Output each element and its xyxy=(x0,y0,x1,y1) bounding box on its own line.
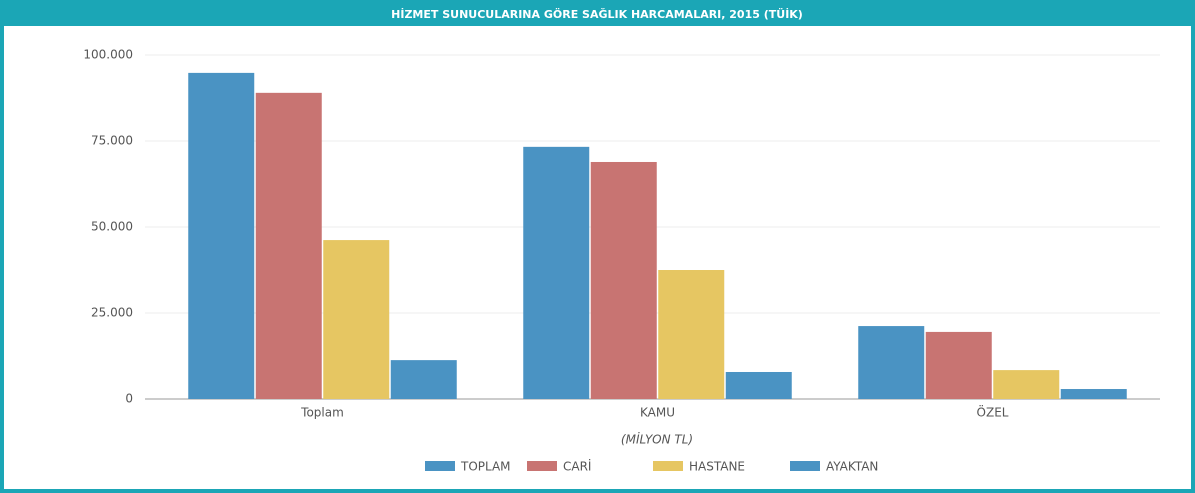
legend-swatch xyxy=(653,461,683,471)
legend-swatch xyxy=(790,461,820,471)
legend-label: TOPLAM xyxy=(460,460,511,474)
chart-title: HİZMET SUNUCULARINA GÖRE SAĞLIK HARCAMAL… xyxy=(391,7,803,21)
bar xyxy=(390,360,457,399)
bar xyxy=(255,92,322,399)
bar xyxy=(590,161,657,399)
y-tick-label: 25.000 xyxy=(91,306,133,320)
bar xyxy=(188,72,255,399)
bar xyxy=(523,146,590,399)
x-tick-label: Toplam xyxy=(300,406,344,420)
y-tick-label: 75.000 xyxy=(91,134,133,148)
legend-label: HASTANE xyxy=(689,460,745,474)
legend-swatch xyxy=(527,461,557,471)
legend-label: CARİ xyxy=(563,459,591,474)
y-tick-label: 100.000 xyxy=(83,48,133,62)
x-tick-label: ÖZEL xyxy=(977,404,1009,420)
bar xyxy=(725,371,792,399)
bar xyxy=(323,240,390,399)
legend-swatch xyxy=(425,461,455,471)
y-tick-label: 50.000 xyxy=(91,220,133,234)
x-tick-label: KAMU xyxy=(640,406,675,420)
bar xyxy=(658,270,725,399)
bar xyxy=(858,326,925,399)
y-tick-label: 0 xyxy=(125,392,133,406)
bar xyxy=(993,370,1060,399)
bar xyxy=(1060,389,1127,399)
legend-label: AYAKTAN xyxy=(826,460,878,474)
x-axis-label: (MİLYON TL) xyxy=(621,432,693,447)
title-bar xyxy=(2,2,1193,26)
bar xyxy=(925,331,992,399)
